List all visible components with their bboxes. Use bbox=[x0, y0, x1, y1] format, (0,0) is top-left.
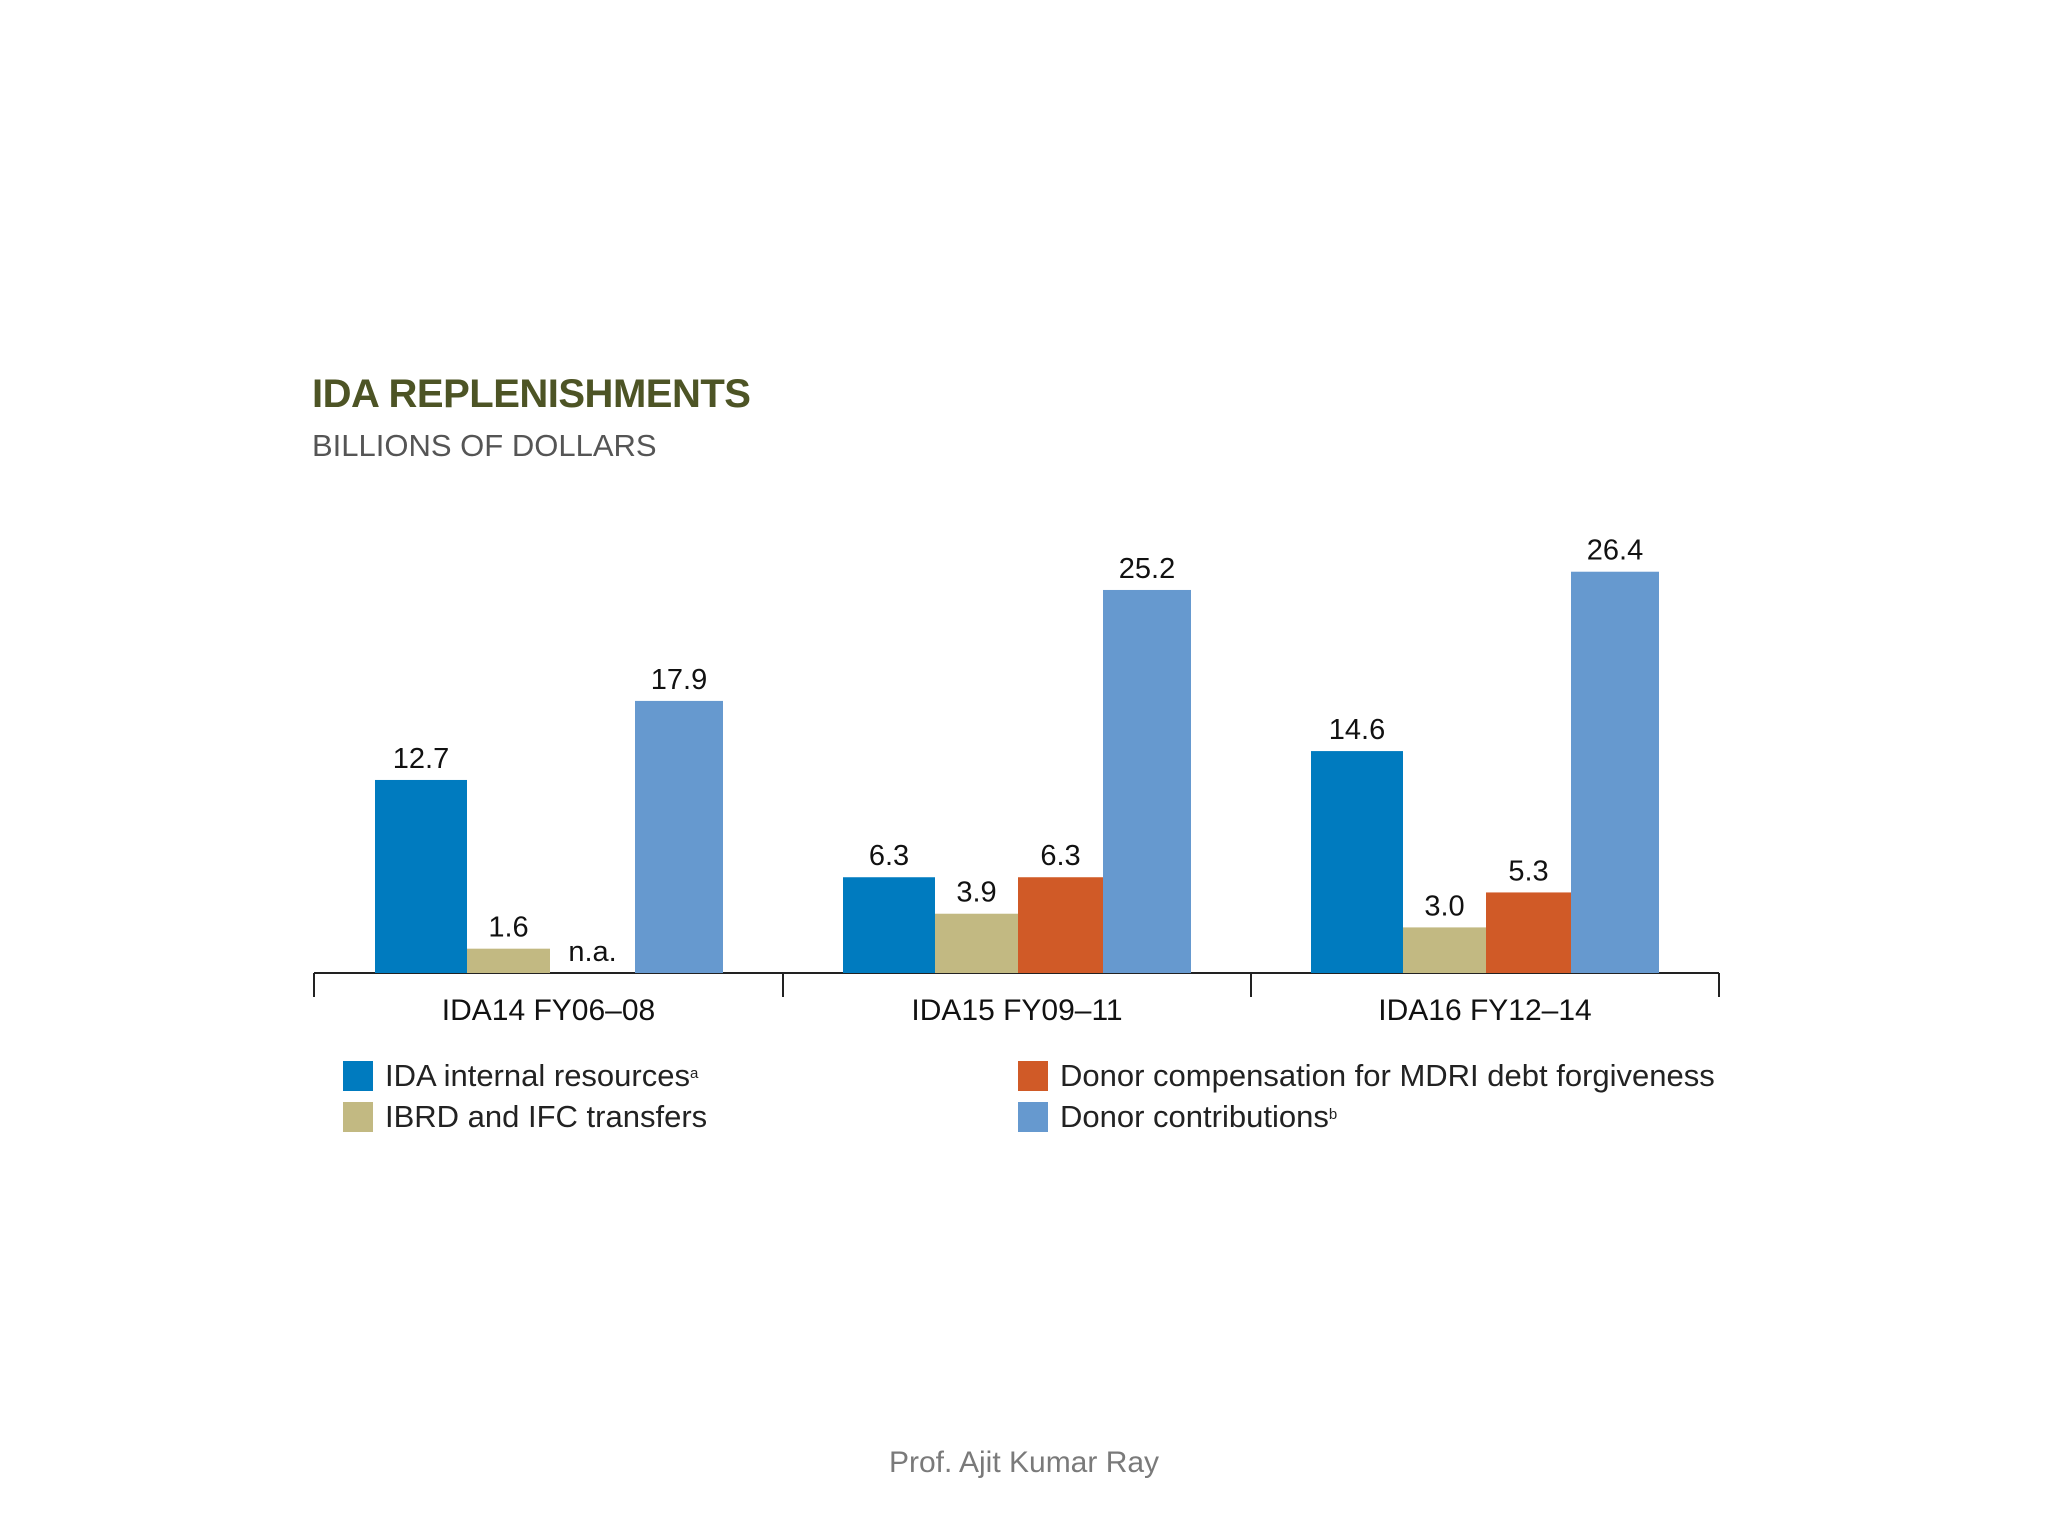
bar bbox=[467, 948, 550, 973]
chart-subtitle: BILLIONS OF DOLLARS bbox=[312, 428, 657, 463]
bar bbox=[1486, 892, 1571, 973]
data-label: 14.6 bbox=[1329, 714, 1385, 746]
bar bbox=[375, 779, 467, 973]
bar bbox=[935, 913, 1018, 973]
data-label: 17.9 bbox=[651, 664, 707, 696]
bar bbox=[843, 877, 935, 973]
legend-item-donor-contributions: Donor contributions b bbox=[1018, 1099, 1337, 1135]
bar bbox=[635, 700, 723, 973]
legend-item-mdri: Donor compensation for MDRI debt forgive… bbox=[1018, 1058, 1715, 1094]
footer-author: Prof. Ajit Kumar Ray bbox=[888, 1446, 1160, 1479]
legend-item-ibrd-ifc: IBRD and IFC transfers bbox=[343, 1099, 707, 1135]
legend-label: IDA internal resources bbox=[385, 1058, 690, 1093]
legend-label: Donor compensation for MDRI debt forgive… bbox=[1060, 1058, 1715, 1093]
bar bbox=[1403, 927, 1486, 973]
bar bbox=[1311, 751, 1403, 973]
bar bbox=[1571, 571, 1659, 973]
legend-footnote-mark: a bbox=[689, 1064, 699, 1082]
chart-title: IDA REPLENISHMENTS bbox=[312, 372, 751, 416]
data-label: 3.0 bbox=[1424, 890, 1464, 922]
legend-swatch bbox=[1018, 1061, 1048, 1091]
legend-swatch bbox=[343, 1102, 373, 1132]
data-label: 5.3 bbox=[1508, 855, 1548, 887]
data-label: 1.6 bbox=[488, 912, 528, 944]
legend-label: IBRD and IFC transfers bbox=[385, 1099, 708, 1134]
x-tick-label: IDA16 FY12–14 bbox=[1378, 994, 1591, 1027]
bar bbox=[1103, 589, 1191, 973]
legend-swatch bbox=[343, 1061, 373, 1091]
legend-swatch bbox=[1018, 1102, 1048, 1132]
data-label: 6.3 bbox=[1040, 840, 1080, 872]
data-label: 6.3 bbox=[869, 840, 909, 872]
x-tick-label: IDA15 FY09–11 bbox=[911, 994, 1122, 1027]
legend-footnote-mark: b bbox=[1328, 1105, 1338, 1123]
bar bbox=[1018, 877, 1103, 973]
data-label: 25.2 bbox=[1119, 553, 1175, 585]
legend-label: Donor contributions bbox=[1060, 1099, 1329, 1134]
x-tick-label: IDA14 FY06–08 bbox=[442, 994, 655, 1027]
legend-item-ida-internal: IDA internal resources a bbox=[343, 1058, 698, 1094]
data-label-na: n.a. bbox=[568, 936, 616, 968]
data-label: 3.9 bbox=[956, 877, 996, 909]
data-label: 12.7 bbox=[393, 743, 449, 775]
data-label: 26.4 bbox=[1587, 535, 1643, 567]
